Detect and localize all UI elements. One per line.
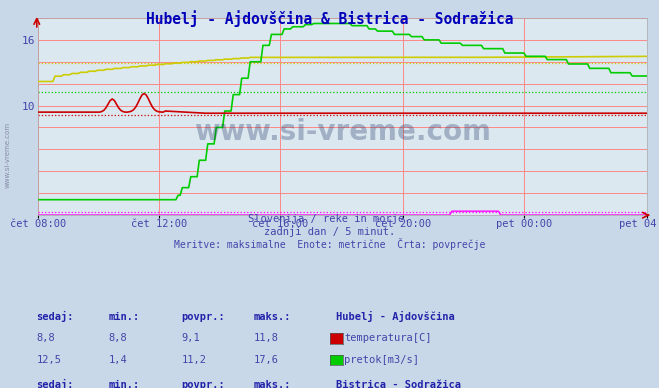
Text: pretok[m3/s]: pretok[m3/s] bbox=[344, 355, 419, 365]
Text: Hubelj - Ajdovščina: Hubelj - Ajdovščina bbox=[336, 311, 455, 322]
Text: povpr.:: povpr.: bbox=[181, 380, 225, 388]
Text: 17,6: 17,6 bbox=[254, 355, 279, 365]
Text: temperatura[C]: temperatura[C] bbox=[344, 333, 432, 343]
Text: zadnji dan / 5 minut.: zadnji dan / 5 minut. bbox=[264, 227, 395, 237]
Text: sedaj:: sedaj: bbox=[36, 379, 74, 388]
Text: 8,8: 8,8 bbox=[36, 333, 55, 343]
Text: Slovenija / reke in morje.: Slovenija / reke in morje. bbox=[248, 214, 411, 224]
Text: 12,5: 12,5 bbox=[36, 355, 61, 365]
Text: Bistrica - Sodražica: Bistrica - Sodražica bbox=[336, 380, 461, 388]
Text: Hubelj - Ajdovščina & Bistrica - Sodražica: Hubelj - Ajdovščina & Bistrica - Sodraži… bbox=[146, 10, 513, 26]
Text: 8,8: 8,8 bbox=[109, 333, 127, 343]
Text: www.si-vreme.com: www.si-vreme.com bbox=[194, 118, 491, 146]
Text: min.:: min.: bbox=[109, 380, 140, 388]
Text: povpr.:: povpr.: bbox=[181, 312, 225, 322]
Text: maks.:: maks.: bbox=[254, 312, 291, 322]
Text: 9,1: 9,1 bbox=[181, 333, 200, 343]
Text: min.:: min.: bbox=[109, 312, 140, 322]
Text: 11,8: 11,8 bbox=[254, 333, 279, 343]
Text: 11,2: 11,2 bbox=[181, 355, 206, 365]
Text: www.si-vreme.com: www.si-vreme.com bbox=[5, 122, 11, 188]
Text: maks.:: maks.: bbox=[254, 380, 291, 388]
Text: sedaj:: sedaj: bbox=[36, 311, 74, 322]
Text: Meritve: maksimalne  Enote: metrične  Črta: povprečje: Meritve: maksimalne Enote: metrične Črta… bbox=[174, 238, 485, 250]
Text: 1,4: 1,4 bbox=[109, 355, 127, 365]
